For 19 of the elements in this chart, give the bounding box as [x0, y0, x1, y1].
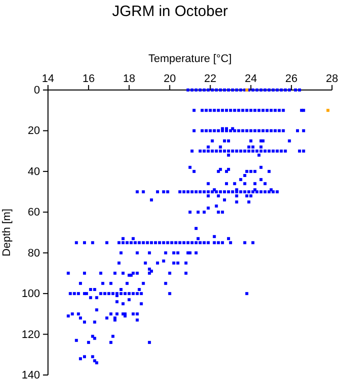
- x-tick-label: 18: [123, 73, 136, 85]
- chart-title: JGRM in October: [112, 3, 228, 20]
- y-tick-label: 40: [28, 166, 40, 178]
- y-axis-title: Depth [m]: [1, 208, 13, 256]
- y-tick-label: 100: [22, 288, 40, 300]
- y-tick-label: 0: [34, 84, 40, 97]
- x-tick-label: 26: [285, 73, 298, 85]
- x-tick-label: 22: [204, 73, 216, 85]
- y-tick-label: 120: [22, 328, 40, 341]
- x-axis-title: Temperature [°C]: [148, 53, 232, 65]
- x-tick-label: 24: [244, 73, 257, 85]
- y-tick-label: 60: [28, 206, 40, 219]
- x-tick-label: 16: [82, 73, 95, 85]
- x-tick-label: 28: [326, 73, 338, 85]
- y-tick-label: 80: [28, 247, 40, 260]
- y-tick-label: 20: [28, 125, 40, 138]
- x-tick-label: 14: [42, 73, 54, 85]
- x-tick-label: 20: [164, 73, 176, 85]
- y-tick-label: 140: [22, 370, 40, 382]
